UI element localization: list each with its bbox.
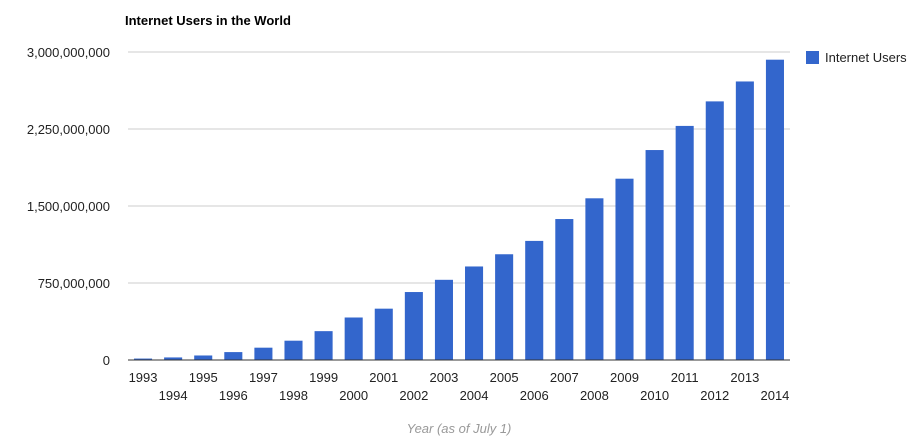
legend-swatch <box>806 51 819 64</box>
bar <box>284 340 303 360</box>
y-tick-label: 3,000,000,000 <box>27 45 110 60</box>
x-tick-label: 2004 <box>460 388 489 403</box>
bar <box>615 178 634 360</box>
x-tick-label: 2006 <box>520 388 549 403</box>
x-tick-label: 2009 <box>610 370 639 385</box>
bar <box>525 240 544 360</box>
chart-title: Internet Users in the World <box>125 13 291 28</box>
x-tick-label: 2000 <box>339 388 368 403</box>
x-tick-label: 2002 <box>399 388 428 403</box>
x-tick-label: 2005 <box>490 370 519 385</box>
bar <box>675 125 694 360</box>
bar <box>705 101 724 361</box>
legend-label: Internet Users <box>825 50 907 65</box>
y-tick-label: 2,250,000,000 <box>27 122 110 137</box>
x-tick-label: 2011 <box>671 370 699 385</box>
y-tick-label: 1,500,000,000 <box>27 199 110 214</box>
bar <box>254 347 273 360</box>
bar <box>645 150 664 360</box>
x-tick-label: 2012 <box>700 388 729 403</box>
x-axis-label: Year (as of July 1) <box>406 421 512 436</box>
x-tick-label: 2010 <box>640 388 669 403</box>
x-tick-label: 1996 <box>219 388 248 403</box>
bar <box>314 331 333 360</box>
x-tick-label: 1999 <box>309 370 338 385</box>
bar <box>164 357 183 360</box>
x-tick-label: 2014 <box>760 388 789 403</box>
bar <box>434 279 453 360</box>
bar <box>465 266 484 360</box>
bar <box>735 81 754 360</box>
y-tick-label: 0 <box>103 353 110 368</box>
bar <box>134 358 153 360</box>
bar <box>585 198 604 360</box>
x-tick-label: 2008 <box>580 388 609 403</box>
x-tick-label: 1995 <box>189 370 218 385</box>
bar <box>404 292 423 360</box>
x-tick-label: 1993 <box>129 370 158 385</box>
x-tick-label: 2003 <box>429 370 458 385</box>
x-tick-label: 2013 <box>730 370 759 385</box>
x-tick-label: 1994 <box>159 388 188 403</box>
bar <box>194 355 213 360</box>
bar <box>374 308 393 360</box>
legend: Internet Users <box>806 50 907 65</box>
bar <box>495 254 514 360</box>
x-tick-label: 1997 <box>249 370 278 385</box>
x-tick-label: 2001 <box>369 370 398 385</box>
bar <box>555 219 574 360</box>
bar <box>344 317 363 360</box>
y-tick-label: 750,000,000 <box>38 276 110 291</box>
x-tick-label: 1998 <box>279 388 308 403</box>
bar <box>224 352 243 360</box>
x-tick-label: 2007 <box>550 370 579 385</box>
bar <box>765 59 784 360</box>
